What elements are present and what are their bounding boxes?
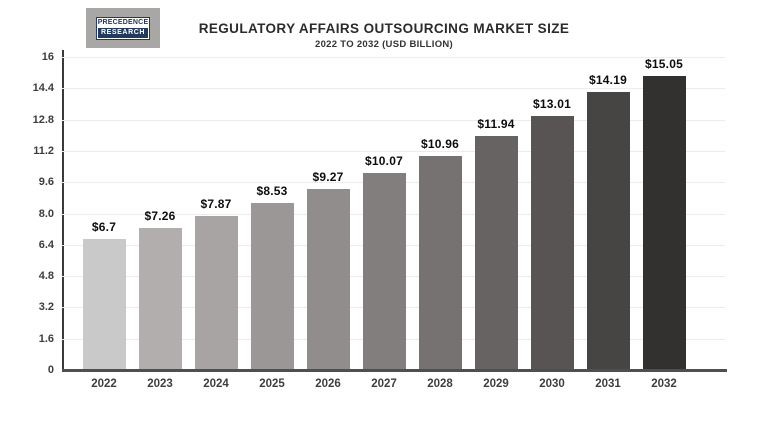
x-axis-label: 2025 (259, 378, 285, 390)
x-axis-label: 2026 (315, 378, 341, 390)
bar-value-label: $7.87 (200, 197, 232, 212)
chart-title: REGULATORY AFFAIRS OUTSOURCING MARKET SI… (198, 21, 570, 36)
y-axis-tick-label: 11.2 (33, 144, 54, 157)
bar-2027[interactable] (362, 173, 406, 370)
gridline (62, 119, 725, 121)
bar-value-label: $7.26 (144, 208, 176, 223)
y-axis-tick-label: 8.0 (38, 207, 54, 220)
y-axis-tick-label: 12.8 (32, 113, 54, 126)
x-axis-line (62, 369, 727, 372)
x-axis-label: 2028 (427, 378, 453, 390)
y-axis-tick-label: 6.4 (38, 238, 54, 251)
bar-value-label: $11.94 (477, 117, 515, 132)
bar-value-label: $9.27 (312, 169, 344, 184)
y-axis-labels: 0 1.6 3.2 4.8 6.4 8.0 9.6 11.2 12.8 14.4 16 (0, 51, 54, 376)
y-axis-tick-label: 0 (47, 364, 54, 376)
y-axis-tick-label: 9.6 (38, 176, 54, 189)
bar-value-label: $14.19 (589, 73, 627, 88)
precedence-research-logo: PRECEDENCE RESEARCH (86, 8, 160, 48)
x-axis-label: 2030 (539, 378, 565, 390)
bar-2030[interactable] (530, 115, 574, 370)
x-axis-labels: 2022 2023 2024 2025 2026 2027 2028 2029 2030 2031… (62, 378, 725, 396)
bar-value-label: $6.7 (91, 219, 117, 234)
bar-value-label: $13.01 (533, 96, 571, 111)
logo-text-precedence: PRECEDENCE (97, 17, 149, 28)
bar-value-label: $10.07 (365, 154, 403, 169)
bar-2025[interactable] (250, 203, 294, 370)
bar-2024[interactable] (194, 216, 238, 370)
x-axis-label: 2032 (651, 378, 677, 390)
logo-text-research: RESEARCH (98, 27, 148, 38)
bar-value-label: $10.96 (421, 136, 459, 151)
y-axis-tick-label: 4.8 (38, 270, 54, 283)
bar-value-label: $8.53 (256, 184, 288, 199)
bar-2028[interactable] (418, 155, 462, 370)
bar-2026[interactable] (306, 188, 350, 370)
bar-2022[interactable] (82, 238, 126, 370)
x-axis-label: 2024 (203, 378, 229, 390)
y-axis-tick-label: 14.4 (32, 82, 54, 95)
bar-value-label: $15.05 (645, 56, 683, 71)
y-axis-tick-label: 16 (41, 51, 54, 63)
bar-2032[interactable] (642, 75, 686, 370)
plot-area: $6.7 $7.26 $7.87 $8.53 $9.27 $10.07 $10.96 $11.… (62, 57, 725, 370)
x-axis-label: 2027 (371, 378, 397, 390)
chart-subtitle: 2022 TO 2032 (USD BILLION) (314, 39, 454, 50)
gridline (62, 57, 725, 58)
x-axis-label: 2029 (483, 378, 509, 390)
y-axis-tick-label: 1.6 (38, 332, 54, 345)
x-axis-label: 2022 (91, 378, 117, 390)
y-axis-line (62, 50, 64, 370)
bar-2023[interactable] (138, 227, 182, 370)
bar-2029[interactable] (474, 136, 518, 370)
logo-inner-box: PRECEDENCE RESEARCH (96, 16, 150, 40)
x-axis-label: 2023 (147, 378, 173, 390)
chart-header: REGULATORY AFFAIRS OUTSOURCING MARKET SI… (0, 21, 768, 50)
gridline (62, 150, 725, 152)
bar-2031[interactable] (586, 92, 630, 370)
gridline (62, 88, 725, 90)
x-axis-label: 2031 (595, 378, 621, 390)
y-axis-tick-label: 3.2 (38, 301, 54, 314)
